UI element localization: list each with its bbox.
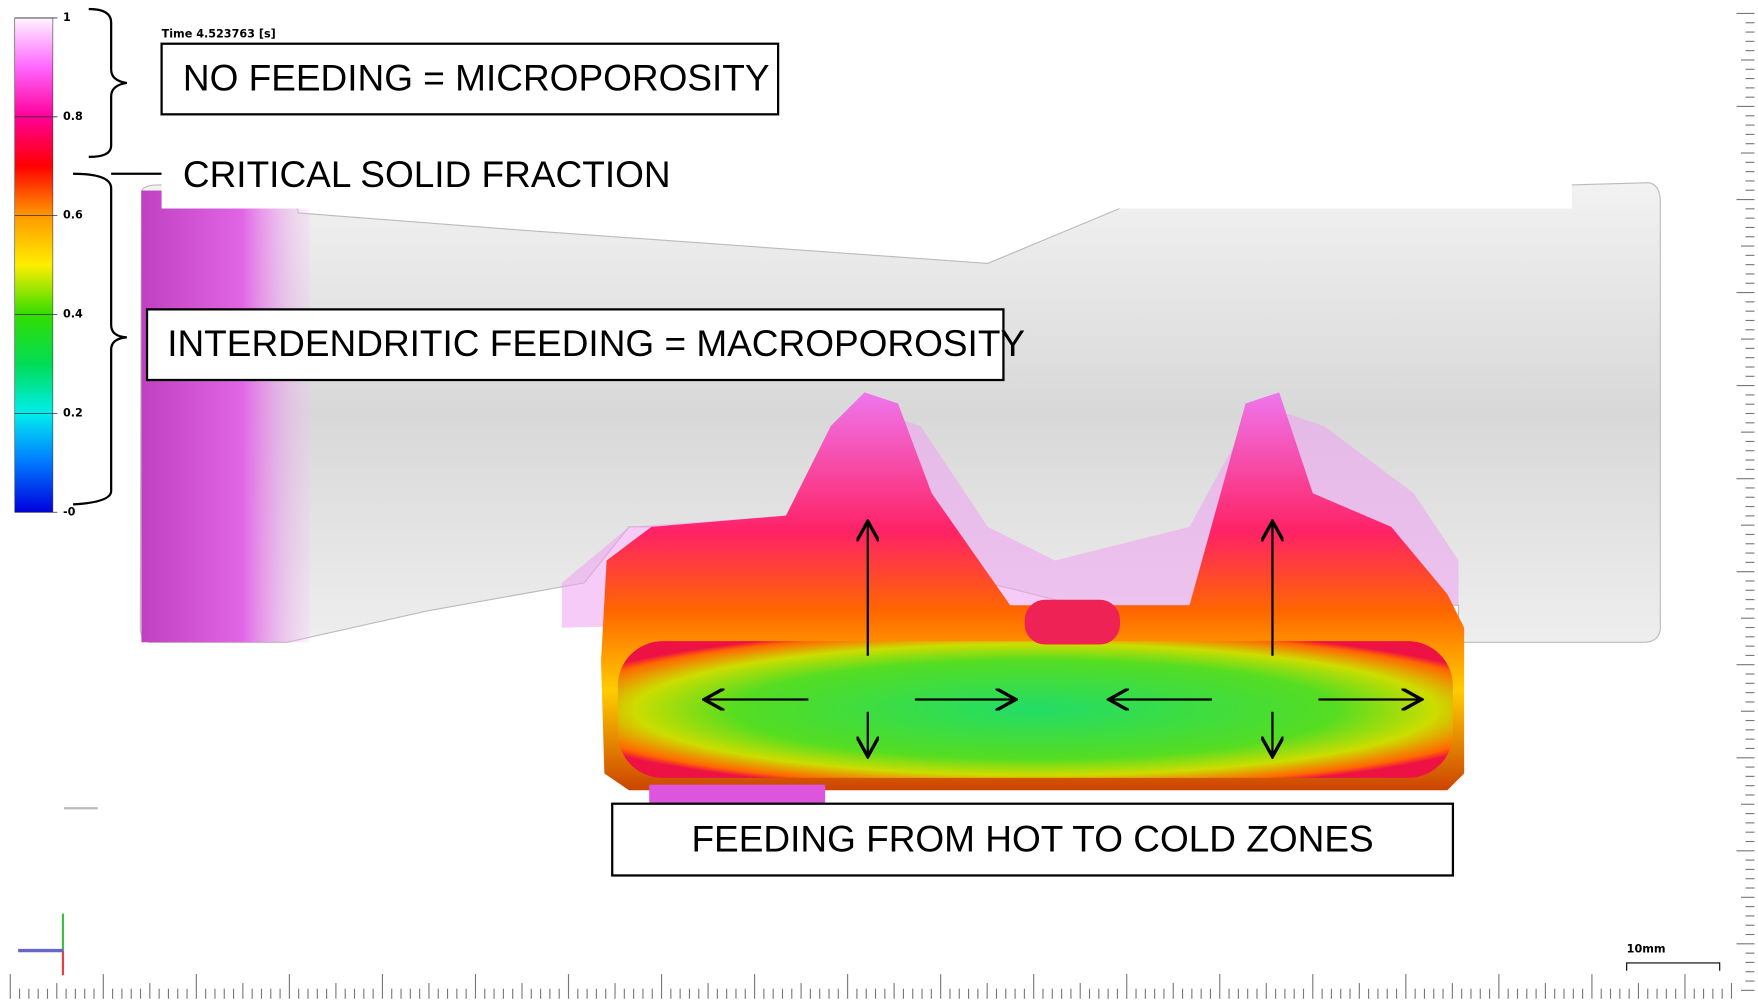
riser-center xyxy=(1025,600,1120,645)
colorbar-tick-label: 0.6 xyxy=(63,209,83,222)
annotation: FEEDING FROM HOT TO COLD ZONES xyxy=(691,819,1373,860)
feeding-core xyxy=(618,641,1453,778)
scale-label: 10mm xyxy=(1627,942,1666,955)
hot-spot-left xyxy=(141,191,309,643)
colorbar-tick-label: 0.2 xyxy=(63,406,83,419)
annotation: CRITICAL SOLID FRACTION xyxy=(183,154,671,195)
annotation: NO FEEDING = MICROPOROSITY xyxy=(183,57,770,98)
annotation: INTERDENDRITIC FEEDING = MACROPOROSITY xyxy=(167,323,1025,364)
colorbar xyxy=(15,18,53,512)
colorbar-tick-label: 1 xyxy=(63,11,71,24)
colorbar-tick-label: -0 xyxy=(63,505,76,518)
page: {"time_label": "Time 4.523763 [s]", "col… xyxy=(0,0,1758,1001)
bracket xyxy=(73,174,127,505)
colorbar-tick-label: 0.4 xyxy=(63,308,83,321)
time-label: Time 4.523763 [s] xyxy=(162,28,276,41)
simulation-view: 1 0.8 0.6 0.4 0.2 -0 Time 4.523763 [s] NO FEE… xyxy=(0,0,1758,1001)
bottom-tab xyxy=(649,785,825,805)
scale-bar xyxy=(1627,963,1720,971)
bracket xyxy=(89,9,127,157)
colorbar-tick-label: 0.8 xyxy=(63,110,83,123)
